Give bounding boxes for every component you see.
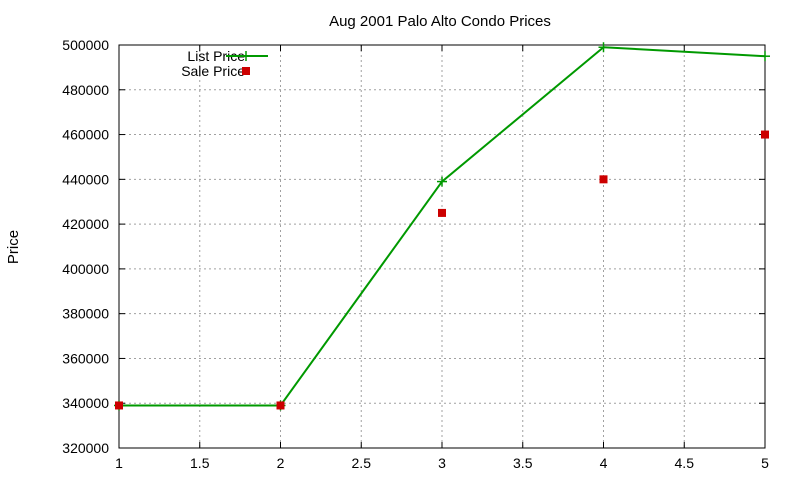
y-tick-label: 460000 — [62, 127, 109, 143]
y-axis-label: Price — [5, 230, 22, 264]
sale-price-point — [599, 175, 608, 184]
y-tick-label: 360000 — [62, 350, 109, 366]
sale-price-point — [276, 401, 285, 410]
x-tick-label: 1 — [115, 455, 123, 471]
plot-frame — [118, 44, 766, 449]
y-tick-label: 420000 — [62, 216, 109, 232]
list-price-point — [437, 176, 447, 187]
list-price-point — [598, 42, 609, 53]
x-tick-label: 4 — [600, 455, 608, 471]
sale-price-point — [761, 130, 769, 139]
y-tick-label: 480000 — [62, 82, 109, 98]
legend-swatch-marker — [241, 51, 251, 61]
legend-label: List Price — [187, 48, 245, 64]
x-tick-label: 4.5 — [675, 455, 695, 471]
y-tick-label: 380000 — [62, 306, 109, 322]
x-tick-label: 5 — [761, 455, 769, 471]
y-tick-label: 320000 — [62, 440, 109, 456]
x-tick-label: 3.5 — [513, 455, 533, 471]
sale-price-point — [438, 208, 446, 217]
x-tick-label: 2 — [277, 455, 285, 471]
sale-price-point — [115, 401, 123, 410]
x-tick-label: 1.5 — [190, 455, 210, 471]
x-tick-label: 3 — [438, 455, 446, 471]
ticks: 1 1.5 2 2.5 3 3.5 4 4.5 5 320000 340000 360000 38000… — [62, 37, 769, 471]
series — [114, 42, 770, 411]
y-tick-label: 400000 — [62, 261, 109, 277]
y-tick-label: 440000 — [62, 171, 109, 187]
y-tick-label: 500000 — [62, 37, 109, 53]
chart-title: Aug 2001 Palo Alto Condo Prices — [329, 13, 551, 30]
legend-label: Sale Price — [181, 63, 245, 79]
series-sale-price — [115, 130, 769, 410]
x-tick-label: 2.5 — [352, 455, 372, 471]
y-tick-label: 340000 — [62, 395, 109, 411]
legend-swatch-marker — [242, 67, 250, 75]
list-price-point — [760, 51, 770, 62]
